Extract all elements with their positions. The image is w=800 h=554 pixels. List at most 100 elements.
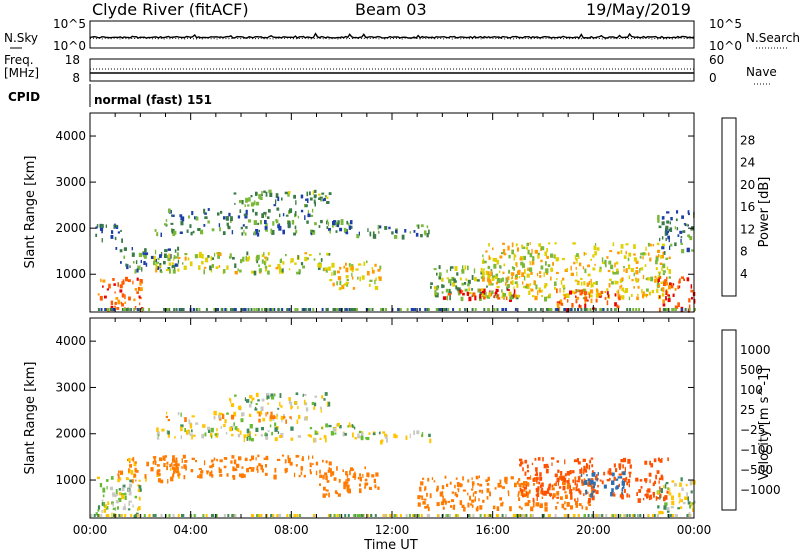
date-title: 19/May/2019 [586,0,691,19]
velocity-echo-cell [223,514,226,517]
power-echo-cell [239,209,242,213]
velocity-echo-cell [315,470,318,476]
power-colorbar-tick: 28 [740,133,755,147]
power-echo-cell [267,270,270,275]
power-echo-cell [616,290,618,293]
velocity-echo-cell [205,514,208,517]
power-echo-cell [434,290,437,295]
velocity-echo-cell [689,480,692,486]
power-echo-cell [273,204,277,207]
power-echo-cell [115,297,119,300]
power-echo-cell [578,255,580,259]
velocity-echo-cell [572,514,575,517]
power-echo-cell [247,308,250,311]
power-echo-cell [401,234,405,240]
power-echo-cell [464,282,467,285]
velocity-echo-cell [256,465,259,471]
velocity-echo-cell [266,411,269,415]
power-echo-cell [205,308,208,311]
power-echo-cell [601,257,604,263]
power-echo-cell [657,271,662,274]
power-echo-cell [521,246,525,249]
velocity-echo-cell [385,514,388,517]
power-echo-cell [665,257,669,260]
velocity-echo-cell [535,494,539,497]
velocity-echo-cell [213,457,216,461]
power-echo-cell [487,265,491,270]
velocity-echo-cell [639,514,642,517]
power-echo-cell [617,251,620,255]
velocity-echo-cell [374,514,377,517]
power-echo-cell [611,281,614,285]
power-echo-cell [133,308,136,311]
power-echo-cell [576,296,580,300]
power-echo-cell [325,308,328,311]
velocity-echo-cell [266,393,270,397]
power-echo-cell [279,259,282,264]
velocity-echo-cell [193,514,196,517]
velocity-echo-cell [574,476,577,481]
power-echo-cell [474,277,477,282]
power-echo-cell [620,250,623,254]
power-colorbar-tick: 16 [740,200,755,214]
power-echo-cell [666,266,669,271]
velocity-echo-cell [323,486,326,491]
power-echo-cell [625,250,627,255]
velocity-echo-cell [146,461,149,467]
power-echo-cell [427,308,430,311]
power-echo-cell [378,225,382,229]
power-echo-cell [676,306,679,309]
power-echo-cell [629,308,632,311]
power-echo-cell [671,308,674,311]
velocity-echo-cell [226,473,229,477]
power-echo-cell [579,293,583,296]
power-echo-cell [628,264,631,270]
power-echo-cell [660,255,663,259]
velocity-echo-cell [166,461,169,465]
velocity-echo-cell [145,477,147,482]
velocity-echo-cell [540,488,544,492]
power-echo-cell [576,258,578,264]
velocity-echo-cell [531,462,534,466]
velocity-xtick-label: 20:00 [576,523,611,537]
velocity-echo-cell [180,412,182,417]
power-echo-cell [189,224,192,228]
power-echo-cell [635,278,639,283]
velocity-echo-cell [583,469,585,475]
velocity-echo-cell [637,498,641,503]
velocity-echo-cell [615,478,619,481]
velocity-echo-cell [499,479,502,485]
velocity-echo-cell [206,470,209,473]
power-echo-cell [525,283,529,287]
velocity-echo-cell [618,483,620,488]
power-echo-cell [668,238,670,243]
velocity-echo-cell [328,492,330,498]
power-echo-cell [464,265,467,270]
power-echo-cell [669,282,672,287]
power-echo-cell [294,211,297,216]
power-echo-cell [384,308,387,311]
power-echo-cell [599,266,602,271]
power-echo-cell [539,275,542,278]
power-echo-cell [548,242,551,245]
power-echo-cell [545,268,549,274]
velocity-echo-cell [323,398,326,401]
velocity-echo-cell [258,418,261,423]
power-echo-cell [576,271,578,277]
power-echo-cell [503,252,507,256]
velocity-echo-cell [246,468,250,473]
power-echo-cell [265,229,268,232]
power-echo-cell [639,256,642,259]
velocity-echo-cell [322,459,324,463]
power-echo-cell [310,232,313,236]
power-echo-cell [543,272,545,277]
power-echo-cell [174,256,178,259]
velocity-echo-cell [421,432,424,437]
velocity-echo-cell [289,514,292,517]
velocity-echo-cell [304,402,308,406]
power-echo-cell [95,226,98,229]
power-colorbar-tick: 20 [740,178,755,192]
power-echo-cell [570,272,574,276]
velocity-echo-cell [362,514,364,517]
power-echo-cell [562,284,565,288]
